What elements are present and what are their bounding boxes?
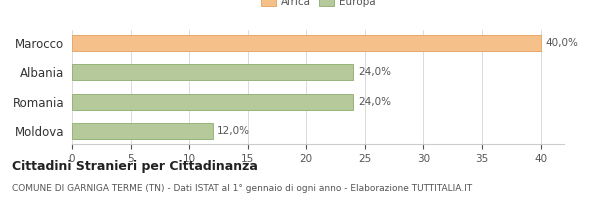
Text: 24,0%: 24,0%: [358, 97, 391, 107]
Text: Cittadini Stranieri per Cittadinanza: Cittadini Stranieri per Cittadinanza: [12, 160, 258, 173]
Text: COMUNE DI GARNIGA TERME (TN) - Dati ISTAT al 1° gennaio di ogni anno - Elaborazi: COMUNE DI GARNIGA TERME (TN) - Dati ISTA…: [12, 184, 472, 193]
Text: 24,0%: 24,0%: [358, 67, 391, 77]
Bar: [72, 94, 353, 110]
Text: 40,0%: 40,0%: [545, 38, 578, 48]
Bar: [72, 123, 212, 139]
Bar: [72, 64, 353, 80]
Legend: Africa, Europa: Africa, Europa: [257, 0, 379, 11]
Bar: [72, 35, 541, 51]
Text: 12,0%: 12,0%: [217, 126, 250, 136]
